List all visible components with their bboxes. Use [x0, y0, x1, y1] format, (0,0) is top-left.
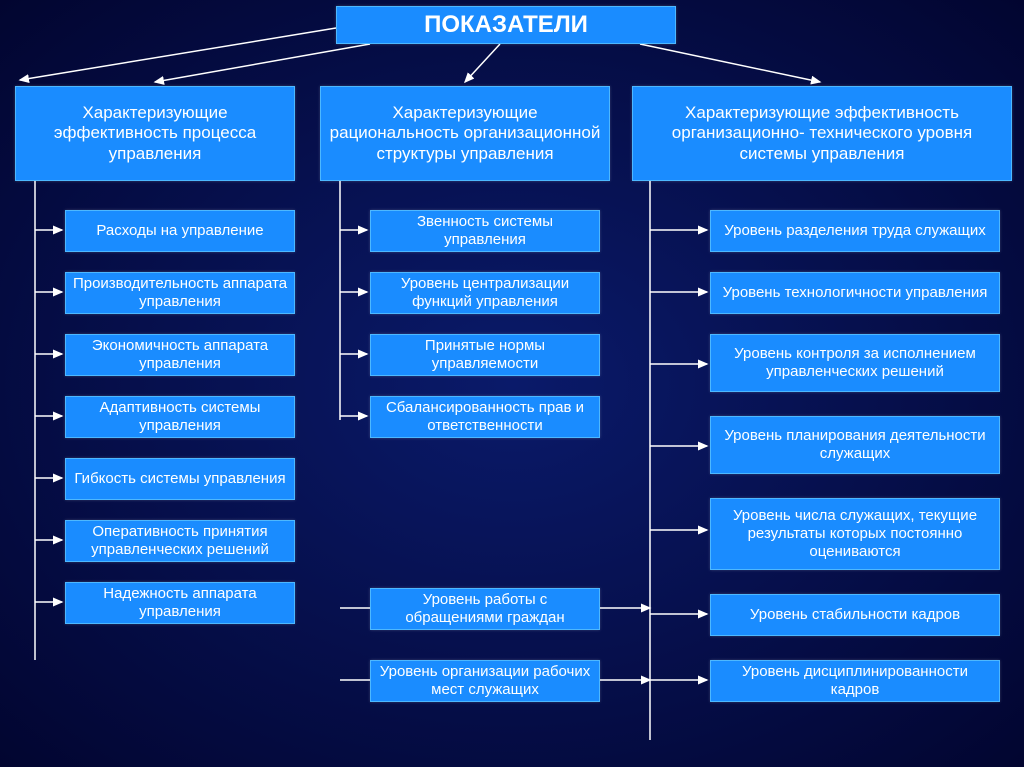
c1-item: Надежность аппарата управления: [65, 582, 295, 624]
title-box: ПОКАЗАТЕЛИ: [336, 6, 676, 44]
c3-item: Уровень дисциплинированности кадров: [710, 660, 1000, 702]
c1-item: Адаптивность системы управления: [65, 396, 295, 438]
category-3: Характеризующие эффективность организаци…: [632, 86, 1012, 181]
c1-item: Производительность аппарата управления: [65, 272, 295, 314]
category-2: Характеризующие рациональность организац…: [320, 86, 610, 181]
bottom-item: Уровень работы с обращениями граждан: [370, 588, 600, 630]
c1-item: Расходы на управление: [65, 210, 295, 252]
c1-item: Экономичность аппарата управления: [65, 334, 295, 376]
c2-item: Звенность системы управления: [370, 210, 600, 252]
category-1: Характеризующие эффективность процесса у…: [15, 86, 295, 181]
bottom-item: Уровень организации рабочих мест служащи…: [370, 660, 600, 702]
c3-item: Уровень планирования деятельности служащ…: [710, 416, 1000, 474]
c3-item: Уровень разделения труда служащих: [710, 210, 1000, 252]
c1-item: Оперативность принятия управленческих ре…: [65, 520, 295, 562]
c3-item: Уровень числа служащих, текущие результа…: [710, 498, 1000, 570]
c3-item: Уровень технологичности управления: [710, 272, 1000, 314]
c3-item: Уровень контроля за исполнением управлен…: [710, 334, 1000, 392]
c2-item: Принятые нормы управляемости: [370, 334, 600, 376]
c3-item: Уровень стабильности кадров: [710, 594, 1000, 636]
c2-item: Сбалансированность прав и ответственност…: [370, 396, 600, 438]
c1-item: Гибкость системы управления: [65, 458, 295, 500]
c2-item: Уровень централизации функций управления: [370, 272, 600, 314]
